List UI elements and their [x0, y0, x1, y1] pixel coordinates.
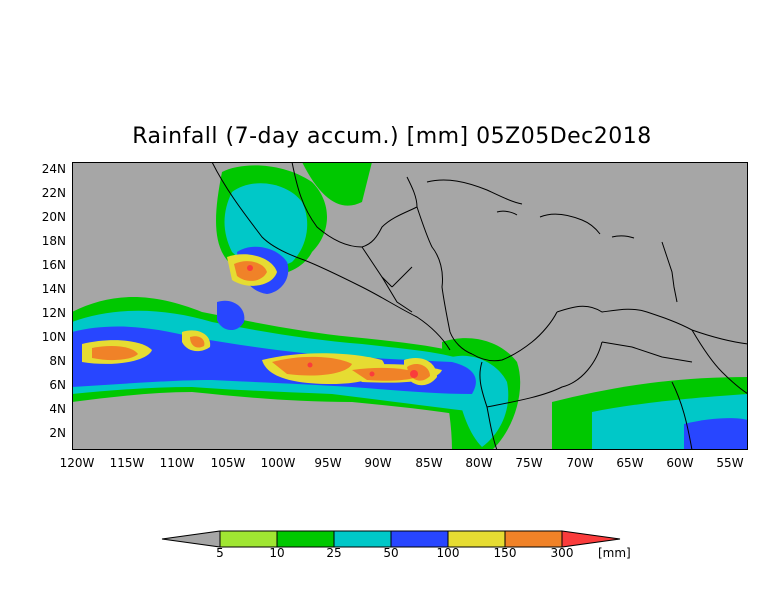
legend-label-25: 25: [326, 546, 342, 560]
legend-below-5: [161, 530, 221, 548]
legend-label-300: 300: [550, 546, 574, 560]
country-borders: [361, 246, 693, 450]
lon-label-80w: 80W: [465, 456, 493, 470]
lon-label-75w: 75W: [515, 456, 543, 470]
coastlines: [211, 162, 748, 450]
lon-label-115w: 115W: [109, 456, 145, 470]
lat-label-6n: 6N: [49, 378, 66, 392]
legend-25-50: [333, 530, 392, 548]
rain-300-plus-areas: [247, 265, 418, 378]
lon-label-120w: 120W: [59, 456, 95, 470]
map-title: Rainfall (7-day accum.) [mm] 05Z05Dec201…: [132, 124, 652, 149]
lat-label-24n: 24N: [41, 162, 66, 176]
lon-label-90w: 90W: [364, 456, 392, 470]
legend-100-150: [447, 530, 506, 548]
lat-label-16n: 16N: [41, 258, 66, 272]
lat-label-4n: 4N: [49, 402, 66, 416]
lon-label-95w: 95W: [314, 456, 342, 470]
legend-label-5: 5: [216, 546, 224, 560]
lon-label-70w: 70W: [566, 456, 594, 470]
lat-label-2n: 2N: [49, 426, 66, 440]
legend-above-300: [561, 530, 621, 548]
legend-50-100: [390, 530, 449, 548]
lat-label-20n: 20N: [41, 210, 66, 224]
legend-label-150: 150: [493, 546, 517, 560]
legend-label-100: 100: [436, 546, 460, 560]
lon-label-85w: 85W: [415, 456, 443, 470]
lat-label-12n: 12N: [41, 306, 66, 320]
legend-10-25: [276, 530, 335, 548]
lon-label-65w: 65W: [616, 456, 644, 470]
legend-150-300: [504, 530, 563, 548]
lon-label-100w: 100W: [260, 456, 296, 470]
lon-label-55w: 55W: [716, 456, 744, 470]
lat-label-8n: 8N: [49, 354, 66, 368]
lat-label-10n: 10N: [41, 330, 66, 344]
lon-label-110w: 110W: [159, 456, 195, 470]
rainfall-map: [72, 162, 748, 450]
lat-label-22n: 22N: [41, 186, 66, 200]
map-frame: [72, 162, 748, 450]
legend-unit: [mm]: [598, 546, 631, 560]
lat-label-14n: 14N: [41, 282, 66, 296]
lat-label-18n: 18N: [41, 234, 66, 248]
color-legend-bar: [161, 530, 621, 548]
legend-label-10: 10: [269, 546, 285, 560]
lon-label-60w: 60W: [666, 456, 694, 470]
lon-label-105w: 105W: [210, 456, 246, 470]
legend-5-10: [219, 530, 278, 548]
legend-label-50: 50: [383, 546, 399, 560]
